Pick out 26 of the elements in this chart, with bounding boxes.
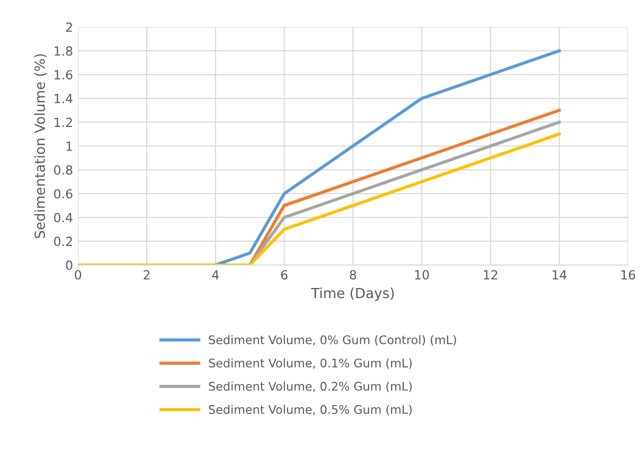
y-tick-label: 0.4 <box>54 212 72 222</box>
y-tick-label: 1.4 <box>54 94 72 104</box>
x-tick-label: 4 <box>212 270 219 280</box>
y-tick-label: 0 <box>66 260 72 270</box>
y-tick-label: 1.2 <box>54 118 72 127</box>
legend-label: Sediment Volume, 0.2% Gum (mL) <box>208 382 412 392</box>
x-tick-label: 16 <box>621 270 636 280</box>
x-tick-label: 2 <box>144 270 150 280</box>
legend-label: Sediment Volume, 0.5% Gum (mL) <box>208 404 412 416</box>
y-tick-label: 0.8 <box>54 165 72 175</box>
x-tick-label: 14 <box>552 270 566 280</box>
x-tick-label: 0 <box>74 270 82 280</box>
legend-label: Sediment Volume, 0% Gum (Control) (mL) <box>208 335 456 346</box>
x-axis-title: Time (Days) <box>311 288 394 301</box>
y-tick-label: 0.2 <box>54 236 72 246</box>
y-tick-label: 1.8 <box>54 46 72 56</box>
legend-label: Sediment Volume, 0.1% Gum (mL) <box>208 358 412 369</box>
x-tick-label: 6 <box>281 270 288 280</box>
y-tick-label: 0.6 <box>54 189 72 199</box>
y-tick-label: 2 <box>66 22 72 32</box>
x-tick-label: 12 <box>484 270 498 280</box>
y-tick-label: 1.6 <box>54 70 72 80</box>
y-axis-title: Sedimentation Volume (%) <box>34 54 47 238</box>
y-tick-label: 1 <box>66 142 72 151</box>
x-tick-label: 8 <box>350 270 356 280</box>
x-tick-label: 10 <box>415 270 429 280</box>
